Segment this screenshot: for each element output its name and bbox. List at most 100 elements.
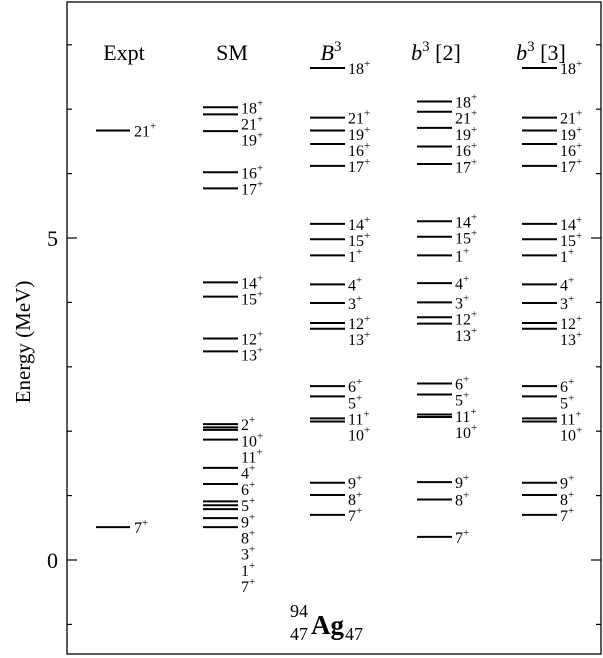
level-spin: 18 (348, 61, 364, 78)
level-4+: 4+ (310, 274, 362, 294)
level-spin: 5 (241, 498, 249, 515)
neutron-number: 47 (345, 624, 363, 644)
level-label: 16+ (560, 140, 582, 160)
level-label: 15+ (241, 289, 263, 309)
level-spin: 14 (455, 214, 471, 231)
level-spin: 8 (455, 492, 463, 509)
level-13+: 13+ (203, 345, 263, 365)
level-spin: 8 (241, 531, 249, 548)
level-spin: 9 (560, 476, 568, 493)
level-spin: 5 (348, 395, 356, 412)
level-label: 17+ (455, 156, 477, 176)
level-7+: 7+ (310, 505, 362, 525)
level-parity: + (364, 140, 370, 152)
level-parity: + (576, 214, 582, 226)
level-label: 13+ (455, 325, 477, 345)
level-parity: + (364, 108, 370, 120)
mass-number: 94 (290, 601, 308, 621)
level-spin: 1 (241, 563, 249, 580)
level-parity: + (249, 560, 255, 572)
level-spin: 15 (560, 233, 576, 250)
level-11+: 11+ (203, 428, 263, 467)
level-label: 19+ (241, 130, 263, 150)
column-header-base: b (411, 40, 422, 65)
level-17+: 17+ (310, 156, 370, 176)
level-11+: 11+ (522, 409, 582, 429)
level-parity: + (257, 289, 263, 301)
level-16+: 16+ (203, 162, 263, 182)
level-label: 8+ (560, 489, 574, 509)
level-parity: + (364, 214, 370, 226)
level-spin: 2 (241, 417, 249, 434)
level-parity: + (568, 293, 574, 305)
level-parity: + (249, 495, 255, 507)
column-header: B3 (321, 39, 342, 65)
level-label: 8+ (348, 489, 362, 509)
level-15+: 15+ (310, 230, 370, 250)
level-parity: + (356, 505, 362, 517)
level-16+: 16+ (417, 140, 477, 160)
level-spin: 4 (348, 277, 356, 294)
level-6+: 6+ (310, 376, 362, 396)
level-parity: + (568, 376, 574, 388)
level-label: 10+ (560, 425, 582, 445)
column-header: b3 [2] (411, 39, 461, 65)
column-header-suffix: [3] (535, 40, 566, 65)
level-label: 12+ (455, 309, 477, 329)
level-parity: + (471, 156, 477, 168)
level-parity: + (576, 140, 582, 152)
level-parity: + (576, 58, 582, 70)
level-label: 15+ (560, 230, 582, 250)
level-21+: 21+ (96, 120, 156, 140)
level-label: 9+ (560, 473, 574, 493)
level-spin: 18 (241, 100, 257, 117)
level-spin: 9 (241, 514, 249, 531)
level-10+: 10+ (522, 420, 582, 445)
level-label: 4+ (348, 274, 362, 294)
level-19+: 19+ (310, 124, 370, 144)
level-parity: + (463, 245, 469, 257)
level-3+: 3+ (522, 293, 574, 313)
y-axis-ticks: 05 (47, 44, 601, 626)
level-label: 4+ (560, 274, 574, 294)
column-header: Expt (103, 40, 145, 65)
level-parity: + (249, 544, 255, 556)
level-parity: + (356, 489, 362, 501)
energy-levels: 21+7+18+21+19+16+17+14+15+12+13+2+10+11+… (96, 58, 582, 596)
level-19+: 19+ (203, 130, 263, 150)
level-spin: 13 (241, 348, 257, 365)
level-label: 9+ (348, 473, 362, 493)
level-parity: + (568, 274, 574, 286)
level-14+: 14+ (522, 214, 582, 234)
level-spin: 6 (348, 379, 356, 396)
level-parity: + (576, 329, 582, 341)
level-6+: 6+ (417, 374, 469, 394)
level-parity: + (249, 479, 255, 491)
level-parity: + (471, 108, 477, 120)
level-label: 14+ (560, 214, 582, 234)
level-18+: 18+ (203, 97, 263, 117)
level-9+: 9+ (522, 473, 574, 493)
level-parity: + (249, 414, 255, 426)
plot-frame (66, 1, 602, 655)
level-label: 21+ (348, 108, 370, 128)
level-parity: + (356, 246, 362, 258)
level-spin: 21 (241, 116, 257, 133)
level-parity: + (364, 313, 370, 325)
level-spin: 19 (560, 127, 576, 144)
level-7+: 7+ (203, 526, 255, 596)
level-19+: 19+ (417, 124, 477, 144)
level-spin: 18 (560, 61, 576, 78)
level-parity: + (463, 390, 469, 402)
level-spin: 17 (455, 159, 471, 176)
level-parity: + (257, 345, 263, 357)
level-label: 5+ (348, 392, 362, 412)
level-9+: 9+ (417, 472, 469, 492)
level-spin: 16 (348, 143, 364, 160)
level-16+: 16+ (522, 140, 582, 160)
level-9+: 9+ (203, 500, 255, 531)
level-12+: 12+ (203, 328, 263, 348)
level-spin: 15 (348, 233, 364, 250)
level-spin: 17 (348, 159, 364, 176)
